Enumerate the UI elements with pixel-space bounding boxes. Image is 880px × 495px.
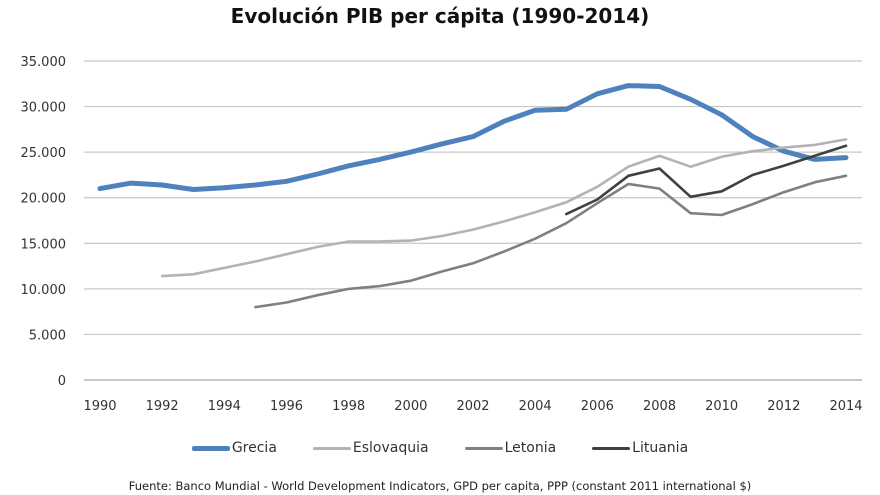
x-tick-label: 2014: [829, 399, 862, 414]
x-tick-label: 2000: [394, 399, 427, 414]
legend: Grecia Eslovaquia Letonia Lituania: [0, 440, 880, 456]
x-tick-label: 2002: [456, 399, 489, 414]
x-tick-label: 1992: [146, 399, 179, 414]
legend-label: Letonia: [504, 440, 557, 456]
x-tick-label: 1998: [332, 399, 365, 414]
y-tick-label: 0: [58, 374, 66, 389]
y-tick-label: 25.000: [21, 146, 67, 161]
legend-label: Lituania: [632, 440, 689, 456]
series-line-grecia: [97, 83, 849, 192]
legend-swatch: [592, 446, 631, 450]
x-tick-label: 2012: [767, 399, 800, 414]
legend-swatch: [312, 446, 351, 450]
y-tick-label: 10.000: [21, 283, 67, 298]
legend-label: Grecia: [231, 440, 277, 456]
legend-swatch: [191, 445, 230, 451]
y-tick-label: 5.000: [29, 328, 66, 343]
x-tick-label: 2008: [643, 399, 676, 414]
x-tick-label: 1990: [83, 399, 116, 414]
y-tick-label: 20.000: [21, 192, 67, 207]
x-tick-label: 2004: [519, 399, 552, 414]
gridlines: [84, 60, 862, 381]
x-tick-label: 1996: [270, 399, 303, 414]
source-note: Fuente: Banco Mundial - World Developmen…: [128, 479, 752, 493]
series-line-lituania: [565, 144, 848, 216]
chart-title: Evolución PIB per cápita (1990-2014): [230, 4, 650, 28]
legend-item-grecia: Grecia: [191, 440, 277, 456]
legend-item-lituania: Lituania: [592, 440, 688, 456]
x-tick-label: 2006: [581, 399, 614, 414]
series-lines: [97, 83, 849, 309]
x-tick-label: 2010: [705, 399, 738, 414]
series-line-letonia: [254, 174, 848, 309]
series-line-eslovaquia: [160, 138, 848, 278]
y-tick-label: 35.000: [21, 55, 67, 70]
y-axis-tick-labels: 0 5.000 10.000 15.000 20.000 25.000 30.000 35.0…: [21, 55, 67, 389]
x-tick-label: 1994: [208, 399, 241, 414]
legend-swatch: [464, 446, 503, 450]
legend-item-eslovaquia: Eslovaquia: [312, 440, 429, 456]
legend-label: Eslovaquia: [352, 440, 429, 456]
y-tick-label: 30.000: [21, 101, 67, 116]
x-axis-tick-labels: 1990 1992 1994 1996 1998 2000 2002 2004 2006 2008…: [83, 399, 862, 414]
legend-item-letonia: Letonia: [464, 440, 557, 456]
y-tick-label: 15.000: [21, 237, 67, 252]
